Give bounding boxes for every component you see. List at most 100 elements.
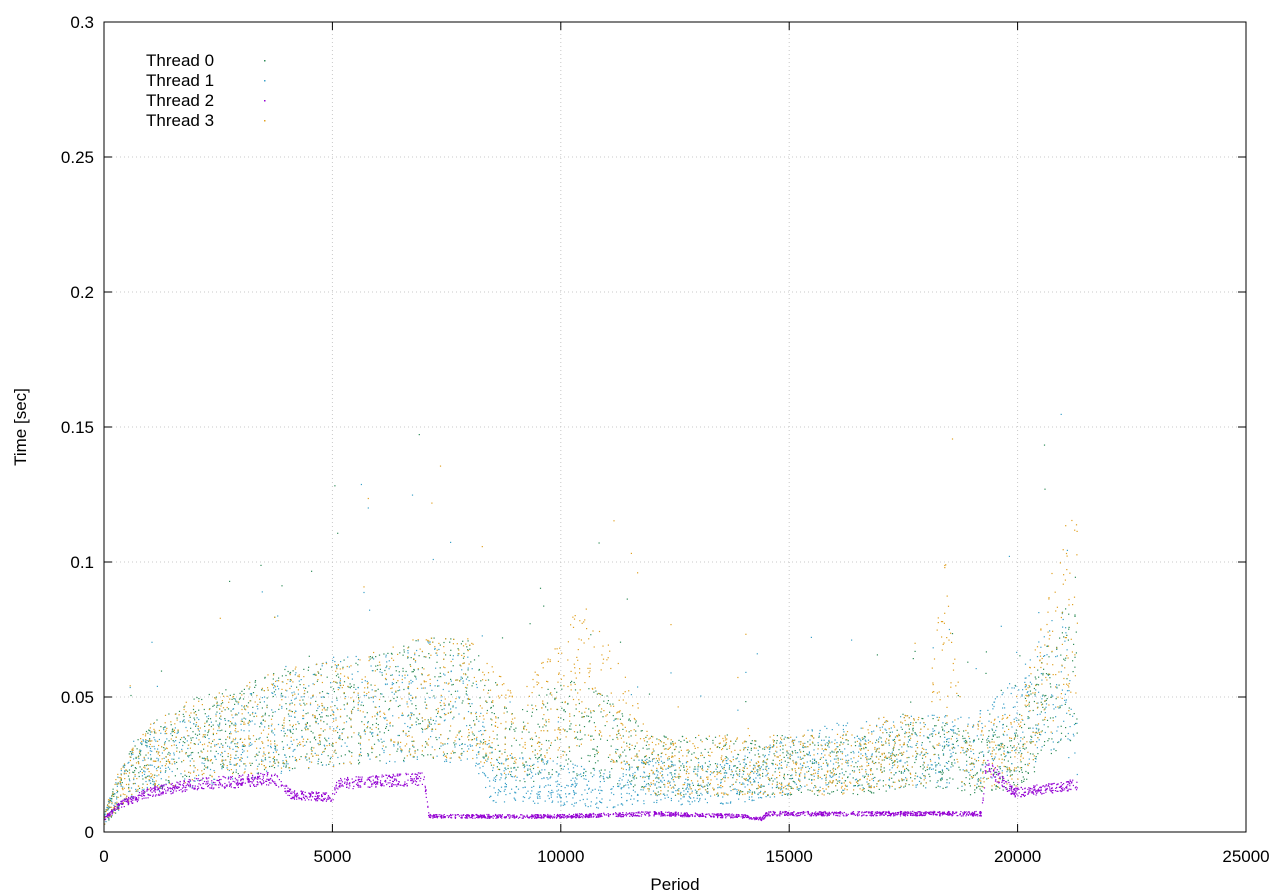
data-point [440, 745, 442, 747]
data-point [773, 741, 775, 743]
data-point [522, 787, 524, 789]
data-point [473, 738, 476, 740]
data-point [464, 673, 467, 675]
data-point [379, 671, 381, 673]
data-point [381, 672, 383, 674]
data-point [510, 775, 512, 777]
data-point [221, 759, 223, 761]
data-point [311, 750, 313, 752]
data-point [723, 772, 725, 774]
data-point [285, 674, 287, 677]
data-point [574, 764, 576, 766]
data-point [532, 800, 534, 802]
data-point [530, 777, 532, 779]
data-point [159, 755, 161, 757]
data-point [1044, 695, 1046, 697]
data-point [351, 673, 353, 675]
data-point [746, 779, 748, 781]
data-point [504, 767, 506, 769]
data-point [435, 709, 437, 711]
data-point [834, 743, 836, 745]
data-point [1041, 746, 1043, 748]
data-point [385, 762, 387, 764]
data-point [941, 770, 944, 772]
data-point [843, 742, 845, 744]
data-point [641, 759, 643, 761]
data-point [198, 709, 200, 711]
data-point [235, 700, 237, 702]
data-point [284, 754, 286, 756]
data-point [688, 750, 690, 752]
data-point [411, 697, 414, 699]
data-point [783, 778, 786, 780]
data-point [315, 721, 317, 723]
data-point [756, 773, 758, 775]
data-point [587, 715, 590, 717]
data-point [562, 804, 564, 806]
data-point [1063, 574, 1065, 576]
data-point [765, 762, 767, 764]
data-point [679, 769, 681, 771]
data-point [811, 761, 814, 763]
data-point [995, 747, 998, 749]
data-point [599, 786, 601, 788]
data-point [408, 714, 410, 716]
data-point [892, 749, 894, 751]
data-point [908, 728, 910, 730]
data-point [483, 757, 485, 759]
data-point [360, 483, 362, 486]
data-point [650, 794, 652, 796]
data-point [436, 679, 439, 682]
data-point [699, 799, 701, 801]
data-point [852, 750, 854, 753]
data-point [994, 698, 996, 700]
data-point [622, 773, 624, 775]
data-point [358, 763, 360, 765]
data-point [813, 749, 815, 751]
data-point [641, 761, 643, 763]
data-point [904, 785, 906, 787]
data-point [235, 757, 237, 760]
data-point [470, 661, 472, 663]
data-point [723, 776, 725, 778]
data-point [600, 711, 602, 713]
data-point [207, 718, 209, 720]
data-point [791, 774, 793, 776]
data-point [146, 745, 148, 747]
data-point [267, 687, 269, 689]
data-point [139, 770, 141, 772]
data-point [357, 671, 359, 673]
data-point [590, 712, 592, 714]
data-point [609, 776, 611, 779]
data-point [285, 765, 287, 767]
data-point [663, 735, 665, 737]
data-point [602, 775, 604, 778]
data-point [579, 729, 581, 731]
data-point [607, 657, 609, 659]
data-point [216, 711, 218, 713]
data-point [150, 777, 152, 779]
data-point [848, 759, 850, 761]
data-point [895, 772, 897, 774]
data-point [673, 787, 675, 789]
data-point [828, 746, 830, 748]
data-point [908, 784, 910, 786]
data-point [367, 754, 370, 756]
data-point [1046, 719, 1049, 721]
data-point [893, 738, 896, 741]
data-point [712, 772, 714, 774]
data-point [199, 741, 201, 743]
data-point [221, 729, 223, 731]
data-point [904, 731, 907, 733]
data-point [1065, 735, 1067, 737]
data-point [144, 771, 146, 773]
data-point [401, 714, 403, 716]
data-point [1038, 728, 1040, 730]
data-point [333, 656, 335, 658]
data-point [813, 793, 816, 795]
data-point [720, 782, 722, 784]
data-point [725, 802, 727, 804]
data-point [523, 778, 525, 780]
data-point [784, 793, 786, 795]
data-point [626, 792, 628, 794]
